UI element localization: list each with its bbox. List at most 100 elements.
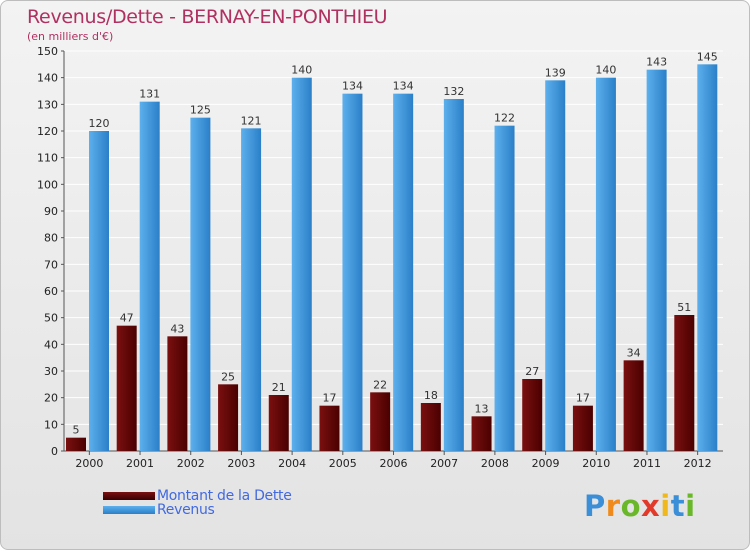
bar-revenue (291, 77, 312, 452)
bar-debt (218, 384, 239, 451)
axes: 0 10 20 30 40 50 60 70 80 90 100 110 120 130 140 150 200… (37, 45, 723, 470)
legend-label-debt: Montant de la Dette (157, 488, 292, 504)
legend-item-debt: Montant de la Dette (103, 488, 292, 504)
chart-title: Revenus/Dette - BERNAY-EN-PONTHIEU (27, 6, 388, 28)
y-tick-label: 130 (37, 98, 58, 111)
x-tick-label: 2012 (684, 457, 712, 470)
legend-item-revenue: Revenus (103, 502, 215, 518)
y-tick-label: 90 (44, 205, 58, 218)
data-labels: 5120471314312525121211401713422134181321… (73, 50, 718, 436)
data-label-revenue: 132 (443, 85, 464, 98)
data-label-debt: 43 (170, 322, 184, 335)
data-label-debt: 34 (627, 346, 641, 359)
bar-debt (572, 405, 593, 451)
data-label-debt: 17 (322, 392, 336, 405)
logo-letter: o (620, 489, 642, 523)
bar-debt (522, 379, 543, 451)
data-label-revenue: 121 (241, 114, 262, 127)
bar-debt (66, 437, 86, 451)
legend-swatch-revenue (103, 506, 155, 514)
data-label-debt: 18 (424, 389, 438, 402)
logo-letter: r (605, 489, 621, 523)
data-label-debt: 17 (576, 392, 590, 405)
y-tick-label: 150 (37, 45, 58, 58)
bar-debt (116, 325, 137, 451)
data-label-revenue: 120 (89, 117, 110, 130)
y-tick-label: 110 (37, 152, 58, 165)
x-tick-label: 2005 (329, 457, 357, 470)
y-tick-label: 80 (44, 232, 58, 245)
x-tick-label: 2000 (75, 457, 103, 470)
legend-label-revenue: Revenus (157, 502, 215, 518)
bar-debt (370, 392, 391, 451)
y-tick-label: 120 (37, 125, 58, 138)
y-tick-label: 10 (44, 418, 58, 431)
bars (66, 64, 718, 452)
bar-debt (319, 405, 340, 451)
data-label-debt: 25 (221, 370, 235, 383)
logo-letter: i (685, 489, 696, 523)
bar-revenue (697, 64, 718, 452)
y-tick-label: 60 (44, 285, 58, 298)
data-label-debt: 22 (373, 378, 387, 391)
bar-revenue (241, 128, 262, 451)
data-label-debt: 5 (73, 424, 80, 437)
data-label-revenue: 125 (190, 104, 211, 117)
data-label-revenue: 140 (291, 64, 312, 77)
logo-letter: x (641, 489, 661, 523)
x-tick-label: 2008 (481, 457, 509, 470)
bar-debt (268, 395, 289, 451)
x-tick-label: 2006 (380, 457, 408, 470)
bar-revenue (190, 117, 211, 452)
bar-revenue (443, 99, 464, 451)
bar-revenue (545, 80, 566, 451)
y-tick-label: 50 (44, 312, 58, 325)
y-tick-label: 0 (51, 445, 58, 458)
legend-swatch-debt (103, 492, 155, 500)
bar-revenue (595, 77, 616, 452)
logo-letter: t (670, 489, 686, 523)
y-tick-label: 30 (44, 365, 58, 378)
data-label-debt: 51 (677, 301, 691, 314)
y-tick-label: 140 (37, 72, 58, 85)
bar-debt (167, 336, 188, 451)
x-tick-label: 2011 (633, 457, 661, 470)
data-label-revenue: 134 (393, 80, 414, 93)
chart-subtitle: (en milliers d'€) (27, 30, 114, 43)
bar-revenue (342, 93, 363, 452)
data-label-revenue: 131 (139, 88, 160, 101)
y-tick-label: 70 (44, 258, 58, 271)
x-tick-label: 2009 (532, 457, 560, 470)
bar-revenue (393, 93, 414, 452)
y-tick-label: 100 (37, 178, 58, 191)
x-tick-label: 2004 (278, 457, 306, 470)
data-label-debt: 13 (475, 402, 489, 415)
bar-revenue (89, 131, 109, 451)
data-label-revenue: 143 (646, 56, 667, 69)
data-label-revenue: 140 (595, 64, 616, 77)
bar-revenue (494, 125, 515, 452)
y-tick-label: 20 (44, 392, 58, 405)
bar-debt (674, 315, 695, 451)
bar-revenue (139, 101, 160, 452)
bar-revenue (646, 69, 667, 452)
y-tick-label: 40 (44, 338, 58, 351)
data-label-revenue: 145 (697, 50, 718, 63)
proxiti-logo: Proxiti (584, 489, 696, 523)
x-tick-label: 2003 (227, 457, 255, 470)
bar-debt (623, 360, 644, 451)
data-label-debt: 21 (272, 381, 286, 394)
bar-debt (420, 403, 441, 451)
x-tick-label: 2007 (430, 457, 458, 470)
x-tick-label: 2001 (126, 457, 154, 470)
data-label-debt: 47 (120, 312, 134, 325)
logo-letter: i (660, 489, 671, 523)
bar-debt (471, 416, 492, 451)
x-tick-label: 2010 (582, 457, 610, 470)
data-label-revenue: 139 (545, 66, 566, 79)
x-tick-label: 2002 (177, 457, 205, 470)
data-label-revenue: 134 (342, 80, 363, 93)
data-label-debt: 27 (525, 365, 539, 378)
